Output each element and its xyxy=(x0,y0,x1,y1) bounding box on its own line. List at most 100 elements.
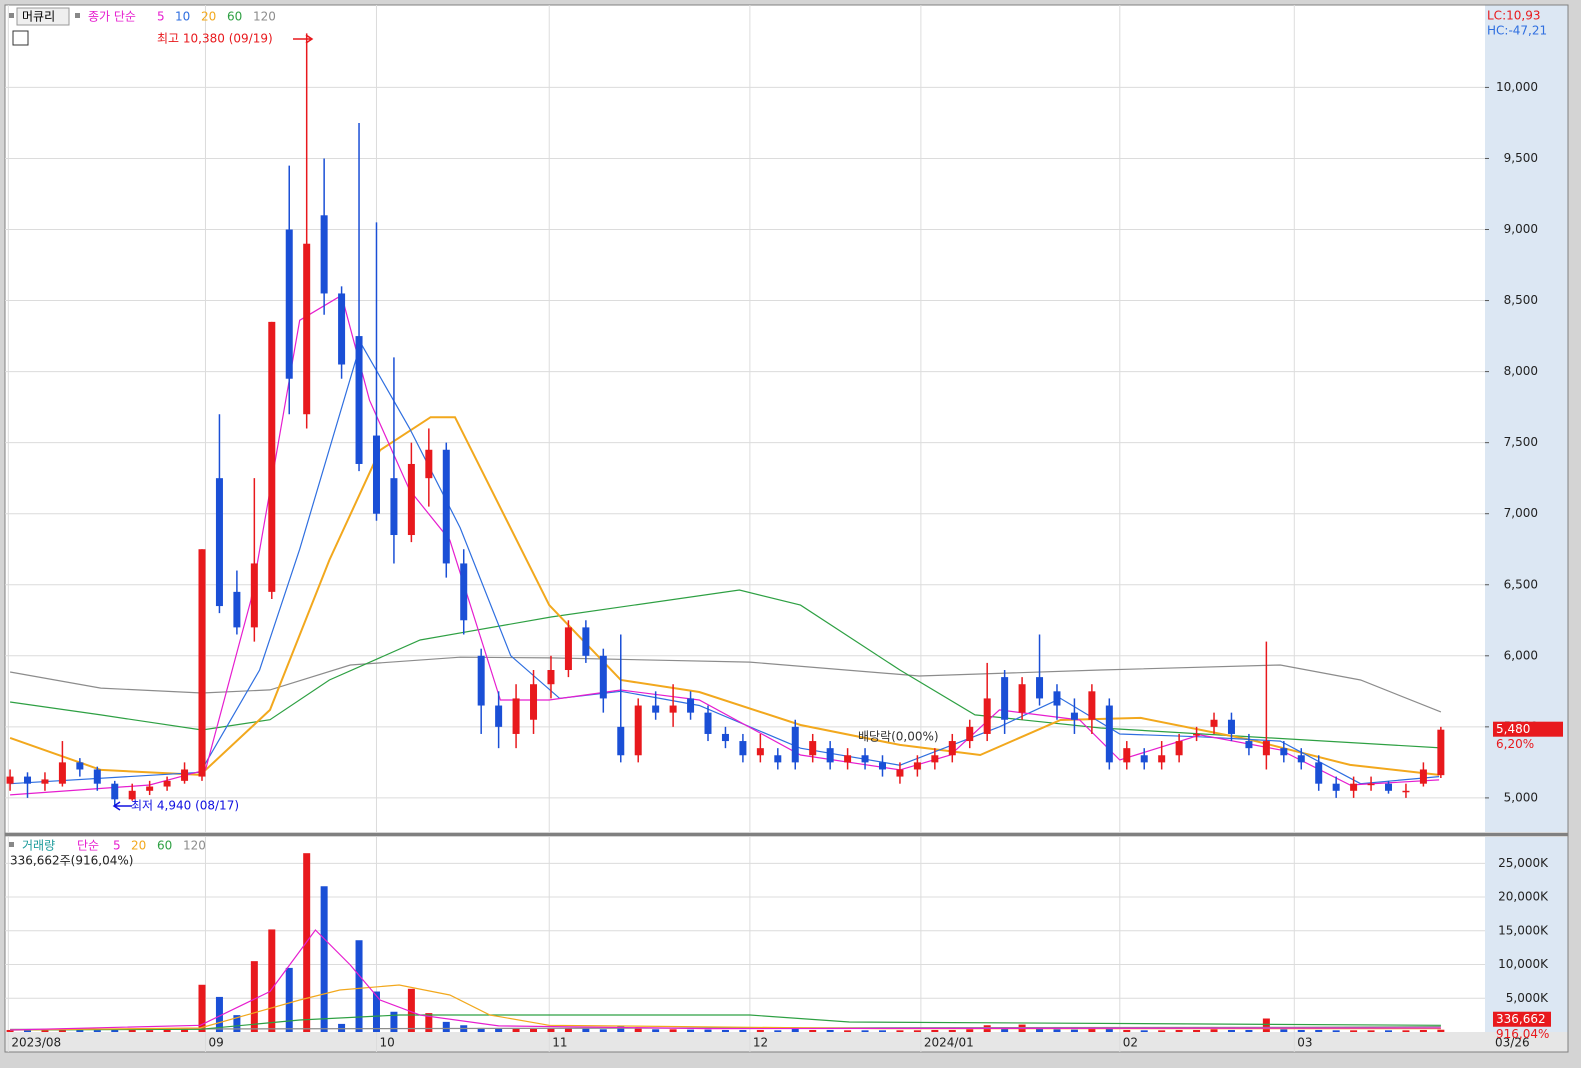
candle-body xyxy=(250,563,258,628)
candle-body xyxy=(1367,783,1375,786)
candle-body xyxy=(1193,733,1201,736)
candle-body xyxy=(721,733,729,742)
candle-body xyxy=(128,790,136,800)
volume-bar xyxy=(913,1030,921,1032)
ma-line xyxy=(10,1014,1441,1031)
volume-bar xyxy=(809,1029,817,1032)
candle-body xyxy=(1297,755,1305,763)
candle-body xyxy=(1018,684,1026,713)
candle-body xyxy=(215,478,223,607)
candle-body xyxy=(442,449,450,564)
candle-body xyxy=(1070,712,1078,720)
volume-bar xyxy=(76,1029,84,1032)
volume-bar xyxy=(948,1029,956,1032)
price-plot xyxy=(5,5,1485,832)
volume-summary: 336,662주(916,04%) xyxy=(10,854,133,868)
volume-bar xyxy=(599,1029,607,1032)
y-tick-label: 20,000K xyxy=(1498,890,1549,904)
candle-body xyxy=(1088,691,1096,720)
candle-body xyxy=(1402,790,1410,793)
volume-bar xyxy=(233,1015,241,1032)
y-tick-label: 9,500 xyxy=(1504,151,1538,165)
volume-axis-bg xyxy=(1485,837,1568,1032)
candle-body xyxy=(372,435,380,514)
volume-bar xyxy=(896,1030,904,1032)
candle-body xyxy=(599,655,607,699)
candle-body xyxy=(1262,741,1270,756)
candle-body xyxy=(687,698,695,713)
candle-body xyxy=(739,741,747,756)
volume-bar xyxy=(739,1029,747,1032)
volume-bar xyxy=(320,886,328,1032)
y-tick-label: 5,000 xyxy=(1504,790,1538,804)
candle-body xyxy=(181,769,189,781)
ticker-button[interactable] xyxy=(16,7,70,26)
volume-bar xyxy=(355,940,363,1032)
candle-body xyxy=(268,321,276,592)
candle-body xyxy=(41,779,49,784)
candle-body xyxy=(1332,783,1340,791)
volume-bar xyxy=(564,1027,572,1032)
candle-body xyxy=(1385,783,1393,791)
legend-title: 종가 단순 xyxy=(88,10,136,24)
candle-body xyxy=(24,776,32,784)
candle-body xyxy=(1140,755,1148,763)
candle-body xyxy=(896,769,904,777)
candle-body xyxy=(617,726,625,756)
volume-bar xyxy=(704,1029,712,1032)
candle-body xyxy=(530,684,538,720)
volume-bar xyxy=(390,1011,398,1032)
volume-bar xyxy=(530,1028,538,1032)
candle-body xyxy=(1350,783,1358,791)
candle-body xyxy=(512,698,520,734)
candle-body xyxy=(931,755,939,763)
candle-body xyxy=(303,243,311,415)
volume-bar xyxy=(966,1029,974,1032)
candle-body xyxy=(407,463,415,536)
volume-bar xyxy=(285,967,293,1032)
candle-body xyxy=(390,478,398,536)
legend-entry: 120 xyxy=(253,10,276,24)
ma-line xyxy=(10,341,1440,785)
volume-bar xyxy=(1158,1030,1166,1032)
y-tick-label: 15,000K xyxy=(1498,923,1549,937)
candle-body xyxy=(495,705,503,727)
volume-bar xyxy=(861,1030,869,1032)
candle-body xyxy=(652,705,660,713)
candle-body xyxy=(58,762,66,784)
candle-body xyxy=(1001,677,1009,720)
candle-body xyxy=(1227,719,1235,734)
candle-body xyxy=(791,726,799,763)
candle-body xyxy=(1419,769,1427,784)
volume-bar xyxy=(1227,1029,1235,1032)
x-tick-label: 2024/01 xyxy=(924,1036,974,1050)
volume-bar xyxy=(617,1025,625,1032)
candle-body xyxy=(1210,719,1218,727)
candle-body xyxy=(564,627,572,671)
volume-bar xyxy=(1053,1029,1061,1032)
candle-body xyxy=(1437,729,1445,776)
volume-bar xyxy=(41,1029,49,1032)
legend-marker xyxy=(75,13,80,18)
y-tick-label: 10,000K xyxy=(1498,957,1549,971)
date-axis-bg xyxy=(5,1032,1568,1052)
volume-bar xyxy=(163,1029,171,1032)
legend-entry: 60 xyxy=(227,10,242,24)
x-tick-label: 12 xyxy=(753,1036,768,1050)
candle-body xyxy=(1036,677,1044,699)
last-change: 6,20% xyxy=(1496,737,1534,751)
grid-icon[interactable] xyxy=(12,30,29,46)
volume-bar xyxy=(442,1021,450,1032)
y-tick-label: 8,000 xyxy=(1504,364,1538,378)
candle-body xyxy=(198,549,206,777)
x-tick-label: 11 xyxy=(552,1036,567,1050)
volume-bar xyxy=(1332,1030,1340,1032)
legend-entry: 10 xyxy=(175,10,190,24)
volume-bar xyxy=(1193,1029,1201,1032)
candle-body xyxy=(76,762,84,770)
ma-line xyxy=(10,929,1441,1031)
x-tick-label: 2023/08 xyxy=(11,1036,61,1050)
candle-body xyxy=(1158,755,1166,763)
volume-bar xyxy=(1367,1030,1375,1032)
volume-bar xyxy=(634,1028,642,1032)
